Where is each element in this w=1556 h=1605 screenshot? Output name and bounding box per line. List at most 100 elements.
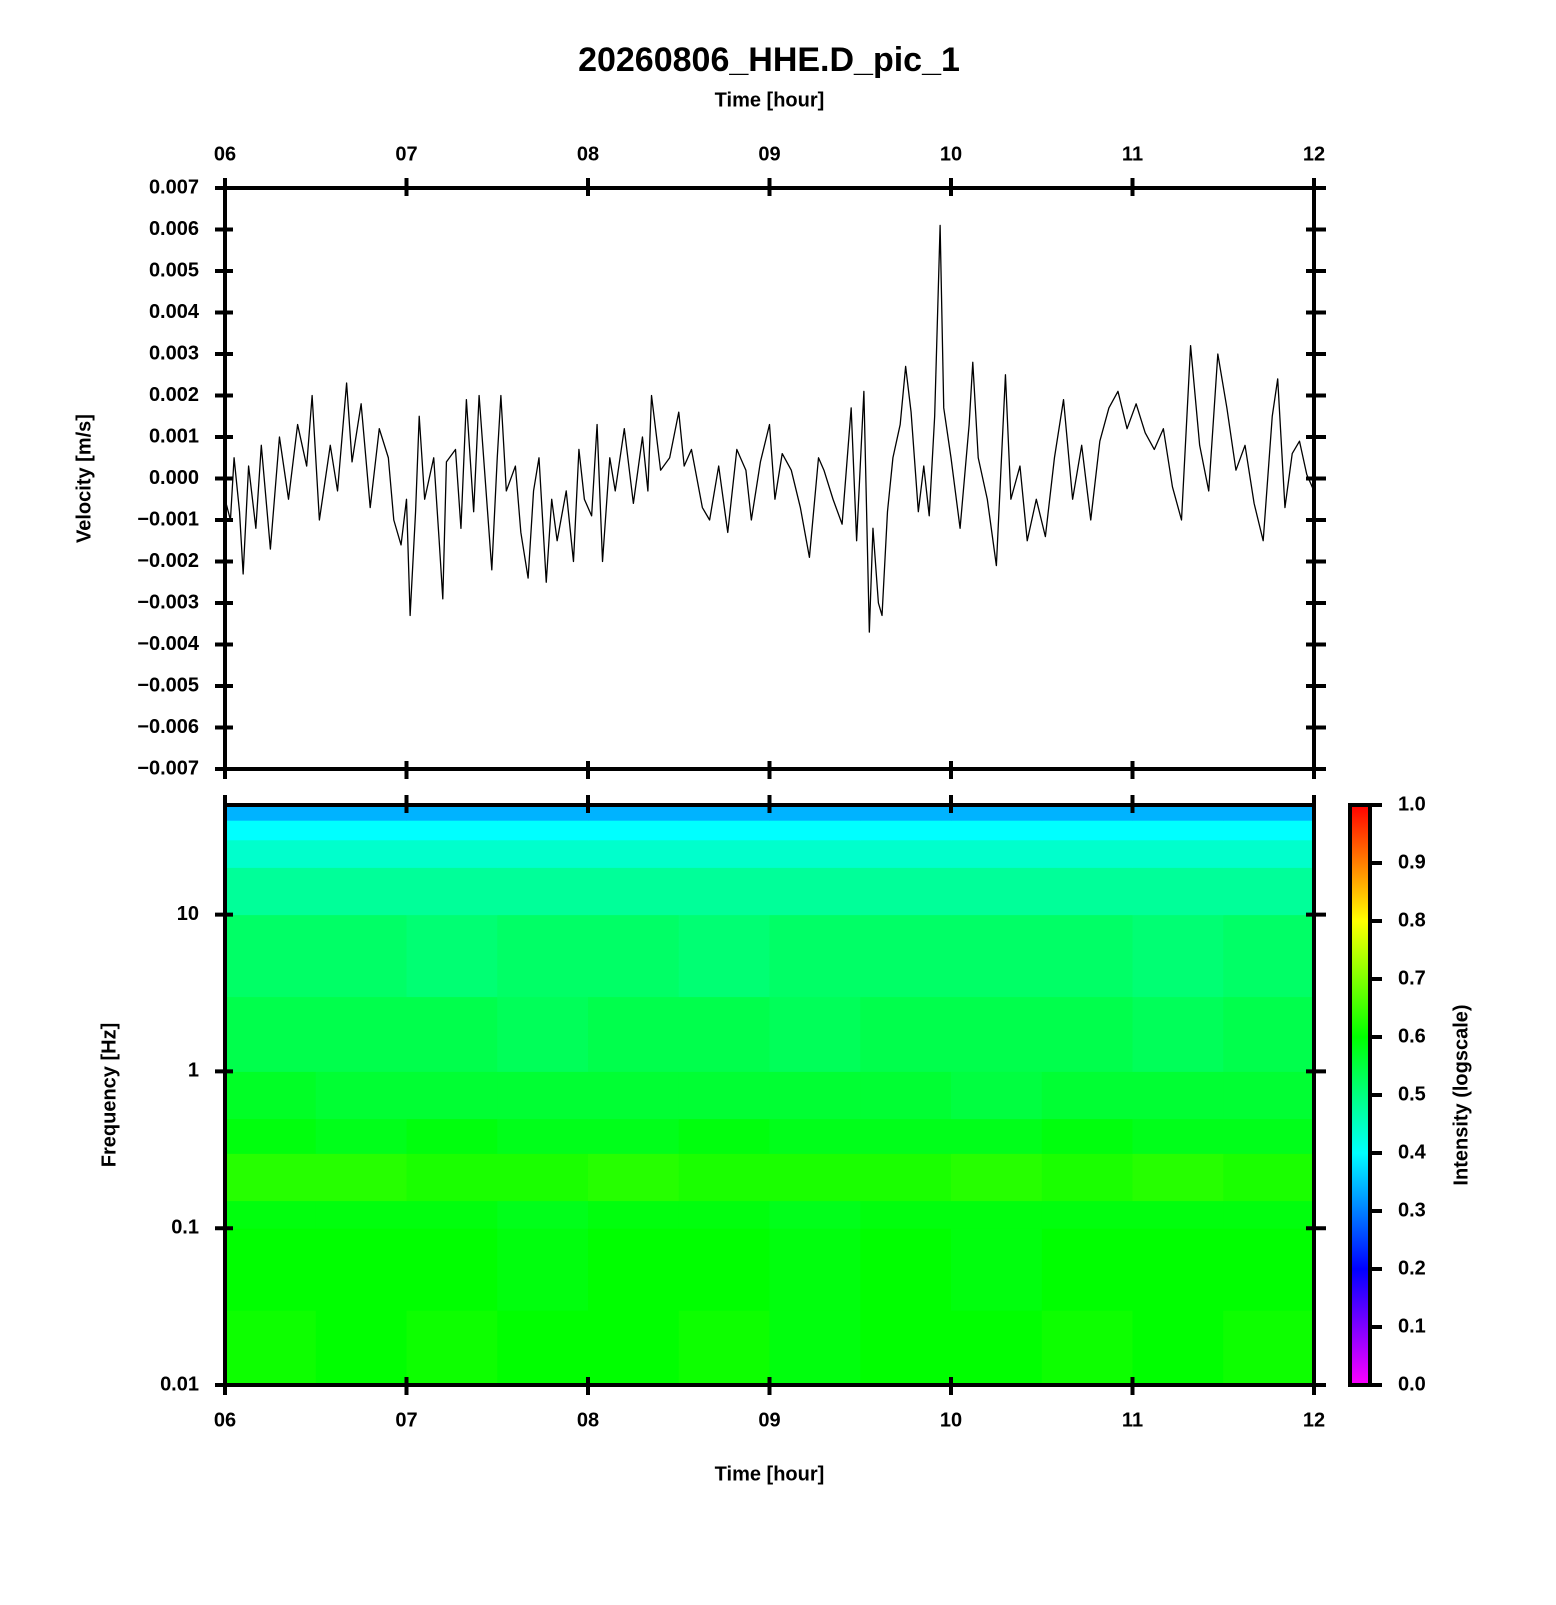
heatmap-cell	[951, 1153, 1043, 1202]
heatmap-cell	[1041, 996, 1133, 1072]
heatmap-cell	[1132, 839, 1224, 868]
heatmap-cell	[860, 1310, 952, 1386]
heatmap-cell	[1132, 1071, 1224, 1120]
heatmap-cell	[315, 867, 407, 916]
colorbar-tick-label: 0.9	[1398, 851, 1426, 873]
colorbar-label: Intensity (logscale)	[1450, 1004, 1472, 1185]
heatmap-cell	[225, 996, 317, 1072]
heatmap-cell	[860, 1071, 952, 1120]
heatmap-cell	[951, 1310, 1043, 1386]
x-tick-label: 10	[940, 1409, 962, 1431]
y-tick-label: −0.007	[137, 757, 199, 779]
y-tick-label: 1	[188, 1060, 199, 1082]
y-tick-label: 0.004	[149, 301, 200, 323]
heatmap-cell	[1223, 1153, 1315, 1202]
heatmap-cell	[1132, 996, 1224, 1072]
heatmap-cell	[588, 1228, 680, 1311]
heatmap-cell	[860, 820, 952, 841]
heatmap-cell	[315, 1118, 407, 1154]
y-tick-label: −0.002	[137, 550, 199, 572]
heatmap-cell	[1041, 1118, 1133, 1154]
y-tick-label: −0.001	[137, 508, 199, 530]
heatmap-cell	[678, 1200, 770, 1229]
heatmap-cell	[769, 1310, 861, 1386]
colorbar-tick-label: 0.6	[1398, 1025, 1426, 1047]
x-tick-label: 11	[1122, 1409, 1143, 1431]
heatmap-cell	[678, 996, 770, 1072]
heatmap-cell	[225, 1310, 317, 1386]
heatmap-cell	[678, 1118, 770, 1154]
colorbar-tick-label: 0.5	[1398, 1083, 1426, 1105]
heatmap-cell	[225, 867, 317, 916]
heatmap-cell	[406, 1118, 498, 1154]
colorbar-tick-label: 0.8	[1398, 909, 1426, 931]
heatmap-cell	[860, 1200, 952, 1229]
heatmap-cell	[315, 1153, 407, 1202]
heatmap-cell	[1041, 1310, 1133, 1386]
heatmap-cell	[497, 805, 589, 821]
y-tick-label: −0.003	[137, 591, 199, 613]
y-tick-label: 0.006	[149, 218, 199, 240]
colorbar	[1348, 803, 1372, 1387]
heatmap-cell	[315, 839, 407, 868]
heatmap-cell	[497, 867, 589, 916]
x-tick-label: 06	[214, 143, 236, 165]
heatmap-cell	[497, 1228, 589, 1311]
colorbar-tick-label: 1.0	[1398, 793, 1426, 815]
heatmap-cell	[406, 914, 498, 998]
heatmap-cell	[860, 1228, 952, 1311]
heatmap-cell	[315, 805, 407, 821]
heatmap-cell	[860, 996, 952, 1072]
heatmap-cell	[860, 1118, 952, 1154]
heatmap-cell	[588, 914, 680, 998]
x-tick-label: 09	[758, 1409, 780, 1431]
heatmap-cell	[1132, 1310, 1224, 1386]
x-tick-label: 06	[214, 1409, 236, 1431]
heatmap-cell	[678, 867, 770, 916]
heatmap-cell	[406, 867, 498, 916]
heatmap-cell	[497, 1071, 589, 1120]
heatmap-cell	[678, 1153, 770, 1202]
heatmap-cell	[497, 820, 589, 841]
heatmap-cell	[497, 1200, 589, 1229]
heatmap-cell	[1223, 820, 1315, 841]
heatmap-cell	[497, 1118, 589, 1154]
y-tick-label: 0.001	[149, 425, 199, 447]
heatmap-cell	[951, 867, 1043, 916]
heatmap-cell	[1041, 820, 1133, 841]
heatmap-cell	[769, 1118, 861, 1154]
heatmap-cell	[951, 1200, 1043, 1229]
heatmap-cell	[497, 839, 589, 868]
heatmap-cell	[1041, 805, 1133, 821]
heatmap-cell	[588, 867, 680, 916]
x-tick-label: 08	[577, 1409, 599, 1431]
heatmap-cell	[225, 1153, 317, 1202]
heatmap-cell	[951, 996, 1043, 1072]
heatmap-cell	[1132, 805, 1224, 821]
heatmap-cell	[588, 1071, 680, 1120]
heatmap-cell	[769, 996, 861, 1072]
heatmap-cell	[1041, 1071, 1133, 1120]
y-axis-label: Frequency [Hz]	[98, 1023, 120, 1167]
heatmap-cell	[951, 914, 1043, 998]
heatmap-cell	[769, 914, 861, 998]
heatmap-cell	[860, 914, 952, 998]
heatmap-cell	[497, 914, 589, 998]
y-axis-label: Velocity [m/s]	[73, 414, 95, 543]
heatmap-cell	[406, 805, 498, 821]
heatmap-cell	[951, 839, 1043, 868]
heatmap-cell	[769, 867, 861, 916]
heatmap-cell	[406, 820, 498, 841]
heatmap-cell	[678, 1310, 770, 1386]
colorbar-tick-label: 0.3	[1398, 1199, 1426, 1221]
heatmap-cell	[678, 1228, 770, 1311]
heatmap-cell	[225, 839, 317, 868]
heatmap-cell	[315, 820, 407, 841]
heatmap-cell	[769, 839, 861, 868]
heatmap-cell	[769, 1071, 861, 1120]
y-tick-label: 0.000	[149, 467, 199, 489]
heatmap-cell	[678, 805, 770, 821]
heatmap-cell	[588, 805, 680, 821]
heatmap-cell	[951, 820, 1043, 841]
